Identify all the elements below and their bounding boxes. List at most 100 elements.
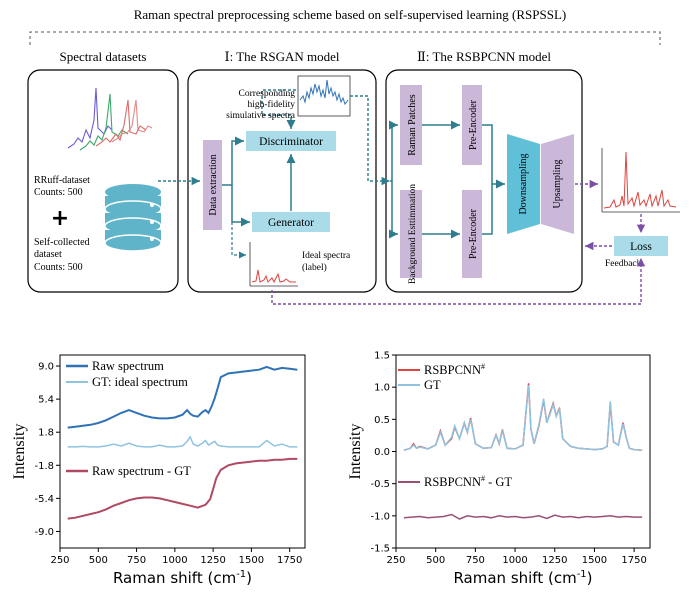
legend-pred-text: RSBPCNN xyxy=(424,363,481,377)
downsampling-block xyxy=(507,134,540,234)
raman-patches-label: Raman Patches xyxy=(407,94,418,155)
self-name-line2: dataset xyxy=(34,249,62,260)
generator-label: Generator xyxy=(268,217,314,229)
legend-raw: Raw spectrum xyxy=(92,359,164,373)
rsbpcnn-connectors xyxy=(389,120,505,239)
y-tick-label: 9.0 xyxy=(38,362,54,373)
series-line-1 xyxy=(403,385,643,451)
x-axis-label: Raman shift (cm-1) xyxy=(113,569,252,587)
simulative-spectrum-icon xyxy=(297,75,351,117)
y-tick-label: 1.8 xyxy=(38,428,54,439)
x-tick-label: 750 xyxy=(127,555,146,566)
x-tick-label: 250 xyxy=(50,555,69,566)
x-tick-label: 1500 xyxy=(239,555,264,566)
x-axis-label-text: Raman shift (cm xyxy=(113,569,236,587)
legend-pred: RSBPCNN# xyxy=(424,362,485,377)
data-extraction-box xyxy=(203,140,222,230)
legend-pred-diff: RSBPCNN# - GT xyxy=(424,474,512,489)
self-counts: Counts: 500 xyxy=(34,262,83,273)
y-axis-label: Intensity xyxy=(347,424,364,480)
rsbpcnn-title: Ⅱ: The RSBPCNN model xyxy=(417,49,551,64)
rruff-name: RRuff-dataset xyxy=(34,175,90,186)
spectral-stack-icon xyxy=(67,87,153,151)
chart-left: 250 500 750 1000 1250 1500 1750 9.0 5.4 1.8 -1.8 -5… xyxy=(11,354,306,587)
y-tick-label: -0.5 xyxy=(370,479,390,490)
x-tick-label: 500 xyxy=(426,555,445,566)
y-tick-label: 1.5 xyxy=(374,351,390,362)
y-tick-label: 1.0 xyxy=(374,383,390,394)
upsampling-block xyxy=(541,134,574,234)
pre-encoder-top-label: Pre-Encoder xyxy=(468,99,479,150)
output-spectrum-icon xyxy=(601,148,680,213)
header-bracket xyxy=(29,31,661,45)
chart-right: 250 500 750 1000 1250 1500 1750 1.5 1.0 0.5 0.0 -0.… xyxy=(347,351,651,587)
plot-frame xyxy=(59,354,306,549)
self-name-line1: Self-collected xyxy=(34,237,90,248)
feedback-label: Feedback xyxy=(605,259,642,269)
x-axis-label-sup: -1 xyxy=(577,569,587,580)
x-axis-label: Raman shift (cm-1) xyxy=(453,569,592,587)
x-tick-label: 1250 xyxy=(200,555,225,566)
loss-label: Loss xyxy=(630,241,652,253)
discriminator-box xyxy=(246,131,336,151)
x-tick-label: 1500 xyxy=(582,555,607,566)
y-tick-label: -1.8 xyxy=(34,461,54,472)
y-axis-label: Intensity xyxy=(11,424,28,480)
plus-sign: + xyxy=(51,206,69,231)
background-estimation-label: Background Esttimmation xyxy=(408,184,418,284)
y-tick-label: -1.0 xyxy=(370,511,390,522)
y-tick-label: 0.5 xyxy=(374,415,390,426)
y-tick-label: -9.0 xyxy=(34,527,54,538)
y-tick-label: -1.5 xyxy=(370,544,390,555)
header-title: Raman spectral preprocessing scheme base… xyxy=(134,7,567,22)
x-tick-label: 1000 xyxy=(502,555,527,566)
rruff-counts: Counts: 500 xyxy=(34,187,83,198)
y-tick-label: 0.0 xyxy=(374,447,390,458)
discriminator-label: Discriminator xyxy=(259,136,323,148)
data-extraction-label: Data extraction xyxy=(208,154,219,215)
loss-box xyxy=(614,236,668,256)
ideal-label-2: (label) xyxy=(302,262,327,273)
legend-diff: Raw spectrum - GT xyxy=(92,464,191,478)
x-axis-label-close: ) xyxy=(246,569,252,587)
pre-encoder-bottom-box xyxy=(462,190,482,278)
sim-label-3: simulative spectra xyxy=(226,111,296,121)
legend-pred-diff-sup: # xyxy=(481,474,485,483)
y-tick-label: 5.4 xyxy=(38,395,54,406)
pre-encoder-top-box xyxy=(462,85,482,165)
legend-gt2: GT xyxy=(424,378,441,392)
ideal-label-1: Ideal spectra xyxy=(302,251,351,261)
legend-gt: GT: ideal spectrum xyxy=(92,375,188,389)
legend-pred-sup: # xyxy=(481,362,485,371)
label-to-loss-link xyxy=(271,258,646,305)
x-axis-label-close: ) xyxy=(587,569,593,587)
x-tick-label: 1750 xyxy=(277,555,302,566)
x-tick-label: 1750 xyxy=(621,555,646,566)
x-axis-label-sup: -1 xyxy=(236,569,246,580)
database-icon xyxy=(104,184,162,252)
x-tick-label: 250 xyxy=(386,555,405,566)
raman-patches-box xyxy=(400,85,422,165)
legend-pred-diff-tail: - GT xyxy=(485,475,512,489)
sim-label-2: high-fidelity xyxy=(248,99,296,110)
pipeline-connectors xyxy=(158,95,390,186)
rsgan-title: Ⅰ: The RSGAN model xyxy=(224,49,339,64)
legend-pred-diff-text: RSBPCNN xyxy=(424,475,481,489)
background-estimation-box xyxy=(400,190,422,278)
pre-encoder-bottom-label: Pre-Encoder xyxy=(468,208,479,259)
x-tick-label: 1250 xyxy=(542,555,567,566)
series-line-1 xyxy=(67,435,298,448)
y-tick-label: -5.4 xyxy=(34,494,54,505)
ideal-feed-arrow xyxy=(231,222,246,259)
x-tick-label: 750 xyxy=(466,555,485,566)
generator-box xyxy=(252,212,330,232)
x-axis-label-text: Raman shift (cm xyxy=(453,569,576,587)
ideal-spectrum-icon xyxy=(249,242,298,287)
upsampling-label: Upsampling xyxy=(552,160,563,209)
series-line-0 xyxy=(67,365,298,429)
sim-label-1: Corresponding xyxy=(239,89,296,99)
x-tick-label: 1000 xyxy=(162,555,187,566)
downsampling-label: Downsampling xyxy=(518,153,529,214)
x-tick-label: 500 xyxy=(89,555,108,566)
